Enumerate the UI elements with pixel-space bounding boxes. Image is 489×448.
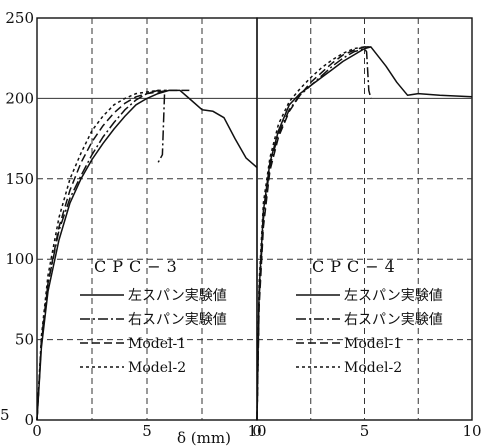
legend-label: Model-2 <box>344 360 402 376</box>
panel-cpc-4-label: CPC−4 <box>312 257 401 276</box>
series-line-dashdot <box>36 89 166 421</box>
series-line-solid <box>256 46 473 421</box>
panel-cpc-3-label: CPC−3 <box>94 257 183 276</box>
series-line-solid <box>36 89 258 421</box>
y-tick-label: 50 <box>15 331 34 349</box>
panel-cpc-3: 0 50 100 150 200 250 0 5 10 CPC−3 左スパン実験値右スパン実験… <box>5 9 266 440</box>
x-tick-label: 10 <box>462 422 481 440</box>
panel-cpc-3-series <box>36 89 258 421</box>
panel-cpc-4-grid <box>257 18 472 420</box>
legend-label: Model-1 <box>344 336 402 352</box>
left-edge-tick: 5 <box>0 406 10 424</box>
y-tick-label: 250 <box>5 9 34 27</box>
legend-label: 右スパン実験値 <box>344 312 443 328</box>
legend-label: 左スパン実験値 <box>344 288 443 304</box>
legend-label: 右スパン実験値 <box>128 312 227 328</box>
series-line-dotted <box>36 89 169 421</box>
series-line-dashed <box>256 46 371 421</box>
series-line-dashed <box>36 89 191 421</box>
y-tick-label: 200 <box>5 89 34 107</box>
panel-cpc-4-series <box>256 46 473 421</box>
legend-label: Model-1 <box>128 336 186 352</box>
series-line-dashdot <box>256 47 372 421</box>
x-tick-label: 0 <box>32 422 42 440</box>
x-tick-label: 5 <box>360 422 370 440</box>
series-line-dotted <box>256 46 371 421</box>
x-tick-label: 0 <box>252 422 262 440</box>
y-tick-label: 100 <box>5 250 34 268</box>
legend-label: 左スパン実験値 <box>128 288 227 304</box>
y-tick-label: 150 <box>5 170 34 188</box>
panel-cpc-3-grid <box>37 18 257 420</box>
x-tick-label: 10 <box>247 422 266 440</box>
panel-cpc-3-x-ticks: 0 5 10 <box>32 422 266 440</box>
panel-cpc-3-y-ticks: 0 50 100 150 200 250 <box>5 9 34 429</box>
x-tick-label: 5 <box>142 422 152 440</box>
x-axis-title: δ (mm) <box>177 429 231 447</box>
y-tick-label: 0 <box>24 411 34 429</box>
panel-cpc-4-x-ticks: 0 5 10 <box>252 422 481 440</box>
legend-label: Model-2 <box>128 360 186 376</box>
